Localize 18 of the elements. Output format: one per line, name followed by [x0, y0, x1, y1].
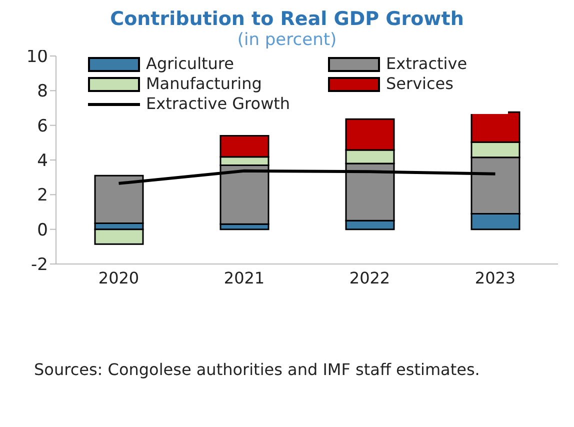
chart-subtitle: (in percent)	[237, 30, 337, 50]
source-note: Sources: Congolese authorities and IMF staff estimates.	[33, 360, 481, 379]
legend-label: Services	[386, 74, 454, 94]
y-tick-label: 8	[37, 82, 48, 102]
y-tick-label: 2	[37, 186, 48, 206]
y-tick-label: -2	[31, 255, 48, 276]
x-tick-label: 2022	[349, 268, 390, 288]
x-tick-label: 2021	[224, 268, 265, 288]
legend-label: Extractive Growth	[146, 94, 290, 114]
legend-label: Manufacturing	[146, 74, 262, 94]
y-tick-label: 4	[37, 151, 48, 172]
x-tick-label: 2020	[98, 268, 140, 288]
chart-title: Contribution to Real GDP Growth	[109, 8, 465, 30]
y-tick-label: 6	[37, 116, 48, 136]
legend-label: Extractive	[386, 54, 468, 74]
x-tick-label: 2023	[474, 268, 516, 288]
y-tick-label: 0	[37, 220, 48, 240]
legend-label: Agriculture	[146, 54, 234, 74]
